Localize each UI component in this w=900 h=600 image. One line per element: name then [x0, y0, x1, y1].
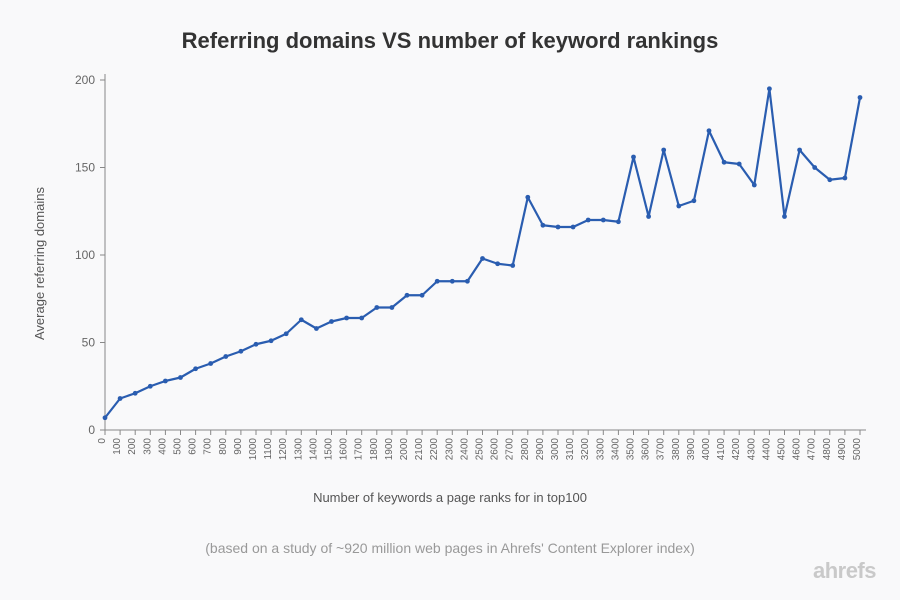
svg-text:200: 200: [75, 73, 95, 87]
svg-text:300: 300: [142, 438, 153, 455]
svg-text:2600: 2600: [490, 438, 501, 461]
svg-text:4900: 4900: [837, 438, 848, 461]
svg-text:1900: 1900: [384, 438, 395, 461]
svg-text:400: 400: [157, 438, 168, 455]
svg-text:4300: 4300: [746, 438, 757, 461]
svg-text:200: 200: [127, 438, 138, 455]
svg-text:4000: 4000: [701, 438, 712, 461]
svg-text:2300: 2300: [444, 438, 455, 461]
line-chart: 0501001502000100200300400500600700800900…: [0, 0, 900, 600]
svg-text:1800: 1800: [369, 438, 380, 461]
svg-text:3200: 3200: [580, 438, 591, 461]
svg-text:1100: 1100: [263, 438, 274, 460]
svg-text:4400: 4400: [761, 438, 772, 461]
svg-text:4100: 4100: [716, 438, 727, 461]
svg-text:3800: 3800: [671, 438, 682, 461]
svg-text:100: 100: [75, 248, 95, 262]
svg-text:3900: 3900: [686, 438, 697, 461]
svg-text:1700: 1700: [354, 438, 365, 461]
svg-text:150: 150: [75, 161, 95, 175]
svg-text:2500: 2500: [475, 438, 486, 461]
svg-text:2200: 2200: [429, 438, 440, 461]
svg-text:2800: 2800: [520, 438, 531, 461]
ahrefs-logo: ahrefs: [813, 558, 876, 584]
svg-text:600: 600: [188, 438, 199, 455]
svg-text:2900: 2900: [535, 438, 546, 461]
svg-text:1600: 1600: [339, 438, 350, 461]
svg-text:500: 500: [173, 438, 184, 455]
svg-text:3600: 3600: [641, 438, 652, 461]
svg-text:4200: 4200: [731, 438, 742, 461]
svg-text:3700: 3700: [656, 438, 667, 461]
svg-text:4700: 4700: [807, 438, 818, 461]
svg-text:1000: 1000: [248, 438, 259, 461]
svg-text:5000: 5000: [852, 438, 863, 461]
svg-text:1500: 1500: [324, 438, 335, 461]
footnote: (based on a study of ~920 million web pa…: [0, 540, 900, 556]
svg-text:1200: 1200: [278, 438, 289, 461]
svg-text:2700: 2700: [505, 438, 516, 461]
svg-text:0: 0: [88, 423, 95, 437]
svg-text:3400: 3400: [610, 438, 621, 461]
svg-text:2100: 2100: [414, 438, 425, 461]
svg-text:1300: 1300: [293, 438, 304, 461]
svg-text:4600: 4600: [792, 438, 803, 461]
svg-text:1400: 1400: [308, 438, 319, 461]
svg-text:3500: 3500: [626, 438, 637, 461]
svg-text:3300: 3300: [595, 438, 606, 461]
svg-text:0: 0: [97, 438, 108, 444]
svg-text:3000: 3000: [550, 438, 561, 461]
svg-text:50: 50: [82, 336, 96, 350]
svg-text:4500: 4500: [777, 438, 788, 461]
svg-text:100: 100: [112, 438, 123, 455]
svg-text:700: 700: [203, 438, 214, 455]
svg-text:900: 900: [233, 438, 244, 455]
svg-text:4800: 4800: [822, 438, 833, 461]
svg-text:2400: 2400: [459, 438, 470, 461]
svg-text:800: 800: [218, 438, 229, 455]
svg-text:3100: 3100: [565, 438, 576, 461]
svg-text:2000: 2000: [399, 438, 410, 461]
